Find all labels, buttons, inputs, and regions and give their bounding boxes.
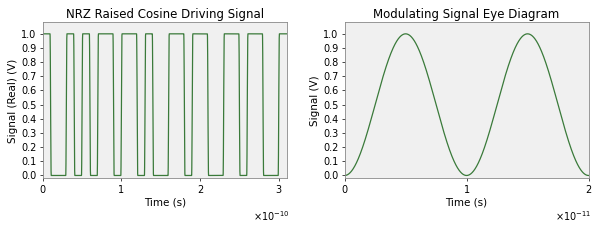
Text: $\times10^{-11}$: $\times10^{-11}$ (555, 209, 592, 223)
X-axis label: Time (s): Time (s) (446, 197, 488, 207)
Title: Modulating Signal Eye Diagram: Modulating Signal Eye Diagram (373, 8, 560, 21)
Y-axis label: Signal (Real) (V): Signal (Real) (V) (8, 58, 19, 143)
Text: $\times10^{-10}$: $\times10^{-10}$ (253, 209, 289, 223)
X-axis label: Time (s): Time (s) (143, 197, 186, 207)
Title: NRZ Raised Cosine Driving Signal: NRZ Raised Cosine Driving Signal (65, 8, 264, 21)
Y-axis label: Signal (V): Signal (V) (310, 75, 320, 126)
